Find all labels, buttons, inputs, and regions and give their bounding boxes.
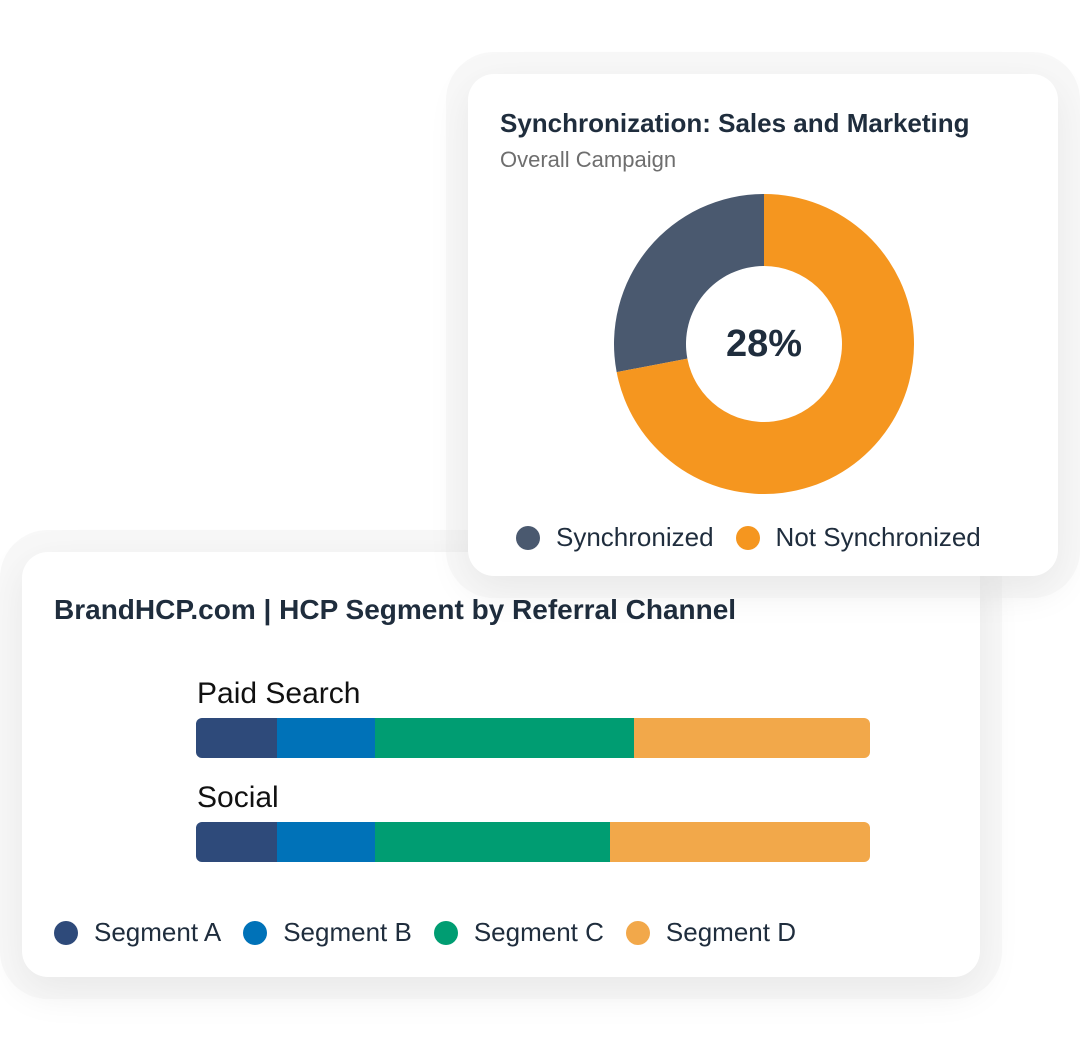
- legend-swatch: [625, 920, 650, 945]
- legend-item-segment-a: Segment A: [54, 917, 221, 948]
- bar-segment-segment-c: [374, 822, 611, 862]
- bar-segment-segment-a: [196, 822, 277, 862]
- donut-slice-not-synchronized: [616, 194, 914, 494]
- legend-label: Segment A: [94, 917, 222, 947]
- legend-swatch: [433, 920, 458, 945]
- bar-segment-segment-a: [196, 718, 277, 758]
- donut-center-label: 28%: [726, 323, 802, 365]
- legend-item-segment-b: Segment B: [243, 917, 412, 948]
- legend-swatch: [243, 920, 268, 945]
- legend-swatch: [54, 920, 78, 945]
- bar-segment-segment-c: [374, 718, 635, 758]
- legend-item-segment-c: Segment C: [433, 917, 604, 948]
- legend-item-segment-d: Segment D: [625, 917, 796, 948]
- bar-row-social: [196, 822, 870, 862]
- bar-segment-segment-d: [634, 718, 870, 758]
- legend-swatch: [516, 525, 540, 550]
- bar-segment-segment-b: [276, 718, 375, 758]
- legend-label: Segment C: [473, 917, 604, 947]
- bar-chart-title: BrandHCP.com | HCP Segment by Referral C…: [54, 594, 737, 625]
- bar-segment-segment-b: [276, 822, 375, 862]
- donut-chart-legend: Synchronized Not Synchronized: [516, 522, 1003, 553]
- legend-label: Segment B: [283, 917, 412, 947]
- donut-chart-subtitle: Overall Campaign: [500, 147, 677, 172]
- legend-label: Segment D: [665, 917, 796, 947]
- synchronization-card: Synchronization: Sales and Marketing Ove…: [468, 74, 1058, 576]
- legend-label: Synchronized: [556, 522, 714, 552]
- bar-category-label: Social: [197, 781, 279, 814]
- bar-category-label: Paid Search: [197, 677, 361, 710]
- legend-swatch: [735, 525, 760, 550]
- bar-chart-legend: Segment A Segment B Segment C Segment D: [54, 917, 818, 948]
- legend-item-not-synchronized: Not Synchronized: [735, 522, 981, 553]
- donut-slice-synchronized: [614, 194, 764, 373]
- bar-segment-segment-d: [610, 822, 870, 862]
- bar-row-paid-search: [196, 718, 870, 758]
- donut-chart: 28%: [614, 194, 914, 494]
- referral-channel-card: BrandHCP.com | HCP Segment by Referral C…: [22, 552, 980, 977]
- donut-chart-title: Synchronization: Sales and Marketing: [500, 108, 970, 138]
- legend-item-synchronized: Synchronized: [516, 522, 714, 553]
- legend-label: Not Synchronized: [775, 522, 981, 552]
